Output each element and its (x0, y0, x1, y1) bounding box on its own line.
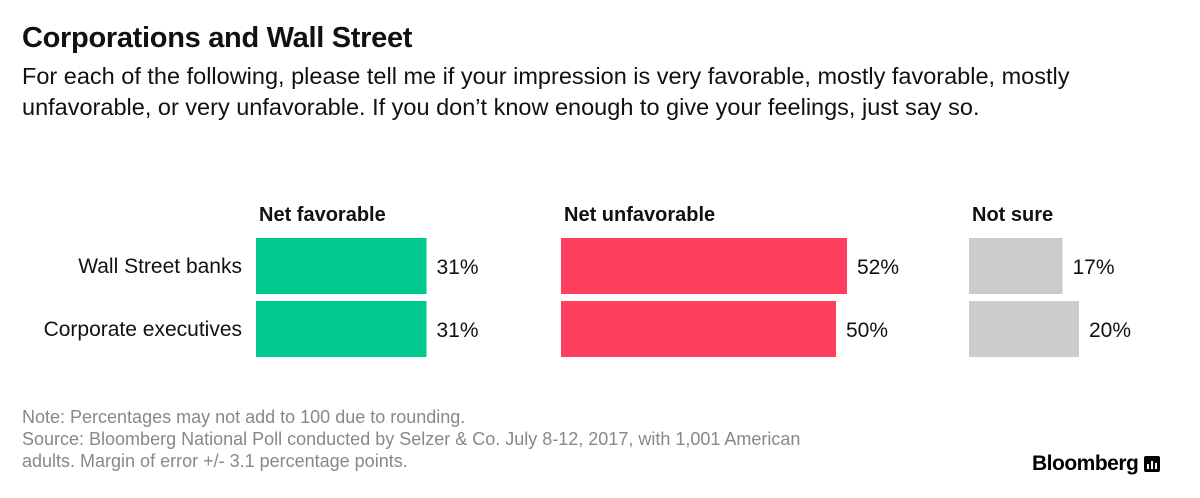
category-label: Corporate executives (44, 318, 242, 341)
brand-name: Bloomberg (1032, 452, 1139, 475)
data-label: 50% (846, 319, 888, 342)
panel-header: Net favorable (259, 204, 386, 226)
data-label: 17% (1073, 256, 1115, 279)
panel-header: Net unfavorable (564, 204, 715, 226)
note-text: Note: Percentages may not add to 100 due… (22, 407, 466, 427)
data-label: 31% (437, 319, 479, 342)
source-text-line-1: Source: Bloomberg National Poll conducte… (22, 429, 801, 449)
bloomberg-chart-icon (1144, 456, 1161, 472)
category-label: Wall Street banks (78, 255, 242, 278)
data-label: 20% (1089, 319, 1131, 342)
chart-footnote: Note: Percentages may not add to 100 due… (22, 406, 800, 472)
bar (256, 301, 427, 357)
data-label: 52% (857, 256, 899, 279)
chart-subtitle: For each of the following, please tell m… (22, 63, 1070, 120)
bloomberg-logo: Bloomberg (1032, 452, 1161, 476)
poll-bar-chart: Wall Street banks Corporate executives Net… (44, 204, 1131, 357)
data-label: 31% (437, 256, 479, 279)
bar (969, 301, 1079, 357)
source-text-line-2: adults. Margin of error +/- 3.1 percenta… (22, 451, 408, 471)
bar (561, 238, 847, 294)
bar (256, 238, 427, 294)
panel-header: Not sure (972, 204, 1053, 226)
bar (969, 238, 1063, 294)
chart-title: Corporations and Wall Street (22, 22, 413, 54)
bar (561, 301, 836, 357)
